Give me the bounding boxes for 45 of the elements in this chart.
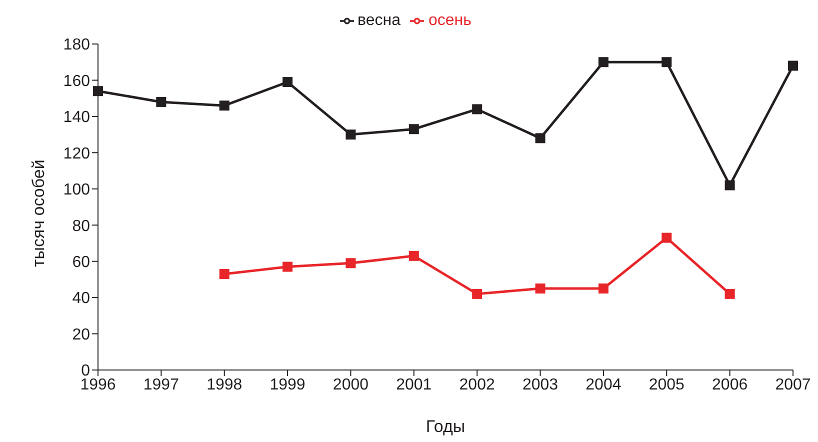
- point: [598, 284, 608, 294]
- legend-label: осень: [428, 12, 472, 29]
- point: [408, 250, 419, 261]
- x-tick-label: 2002: [459, 376, 495, 394]
- y-tick-label: 40: [72, 290, 90, 308]
- point: [346, 130, 356, 140]
- point: [598, 57, 608, 68]
- x-tick-label: 1999: [270, 376, 306, 394]
- x-tick-label: 1997: [143, 376, 180, 394]
- x-tick-label: 2004: [586, 376, 622, 394]
- x-tick-label: 2007: [775, 376, 811, 394]
- x-tick-label: 2006: [712, 376, 748, 394]
- x-tick-label: 2003: [522, 376, 558, 394]
- y-tick-label: 180: [63, 36, 90, 54]
- x-tick-label: 2000: [332, 376, 369, 394]
- point: [346, 258, 356, 268]
- point: [282, 262, 293, 272]
- point: [408, 124, 419, 134]
- legend-label: весна: [358, 12, 400, 29]
- point: [788, 60, 798, 71]
- x-axis-title: Годы: [426, 417, 466, 436]
- point: [219, 100, 230, 111]
- x-tick-label: 1998: [206, 376, 242, 394]
- y-tick-label: 100: [63, 182, 90, 199]
- point: [219, 269, 230, 280]
- y-tick-label: 20: [72, 326, 90, 344]
- point: [156, 96, 166, 107]
- point: [724, 180, 735, 190]
- x-tick-label: 2001: [396, 376, 432, 394]
- point: [472, 104, 482, 114]
- point: [535, 284, 546, 294]
- point: [93, 86, 103, 96]
- point: [535, 133, 546, 144]
- y-tick-label: 60: [72, 254, 90, 272]
- y-tick-label: 120: [63, 145, 90, 162]
- point: [472, 288, 482, 299]
- x-tick-label: 2005: [648, 376, 685, 394]
- y-tick-label: 80: [72, 218, 90, 235]
- y-axis-title: тысяч особей: [29, 160, 48, 267]
- point: [282, 77, 293, 88]
- point: [662, 57, 672, 68]
- y-tick-label: 140: [63, 109, 90, 126]
- y-tick-label: 160: [63, 72, 90, 90]
- point: [724, 288, 735, 299]
- point: [662, 232, 672, 243]
